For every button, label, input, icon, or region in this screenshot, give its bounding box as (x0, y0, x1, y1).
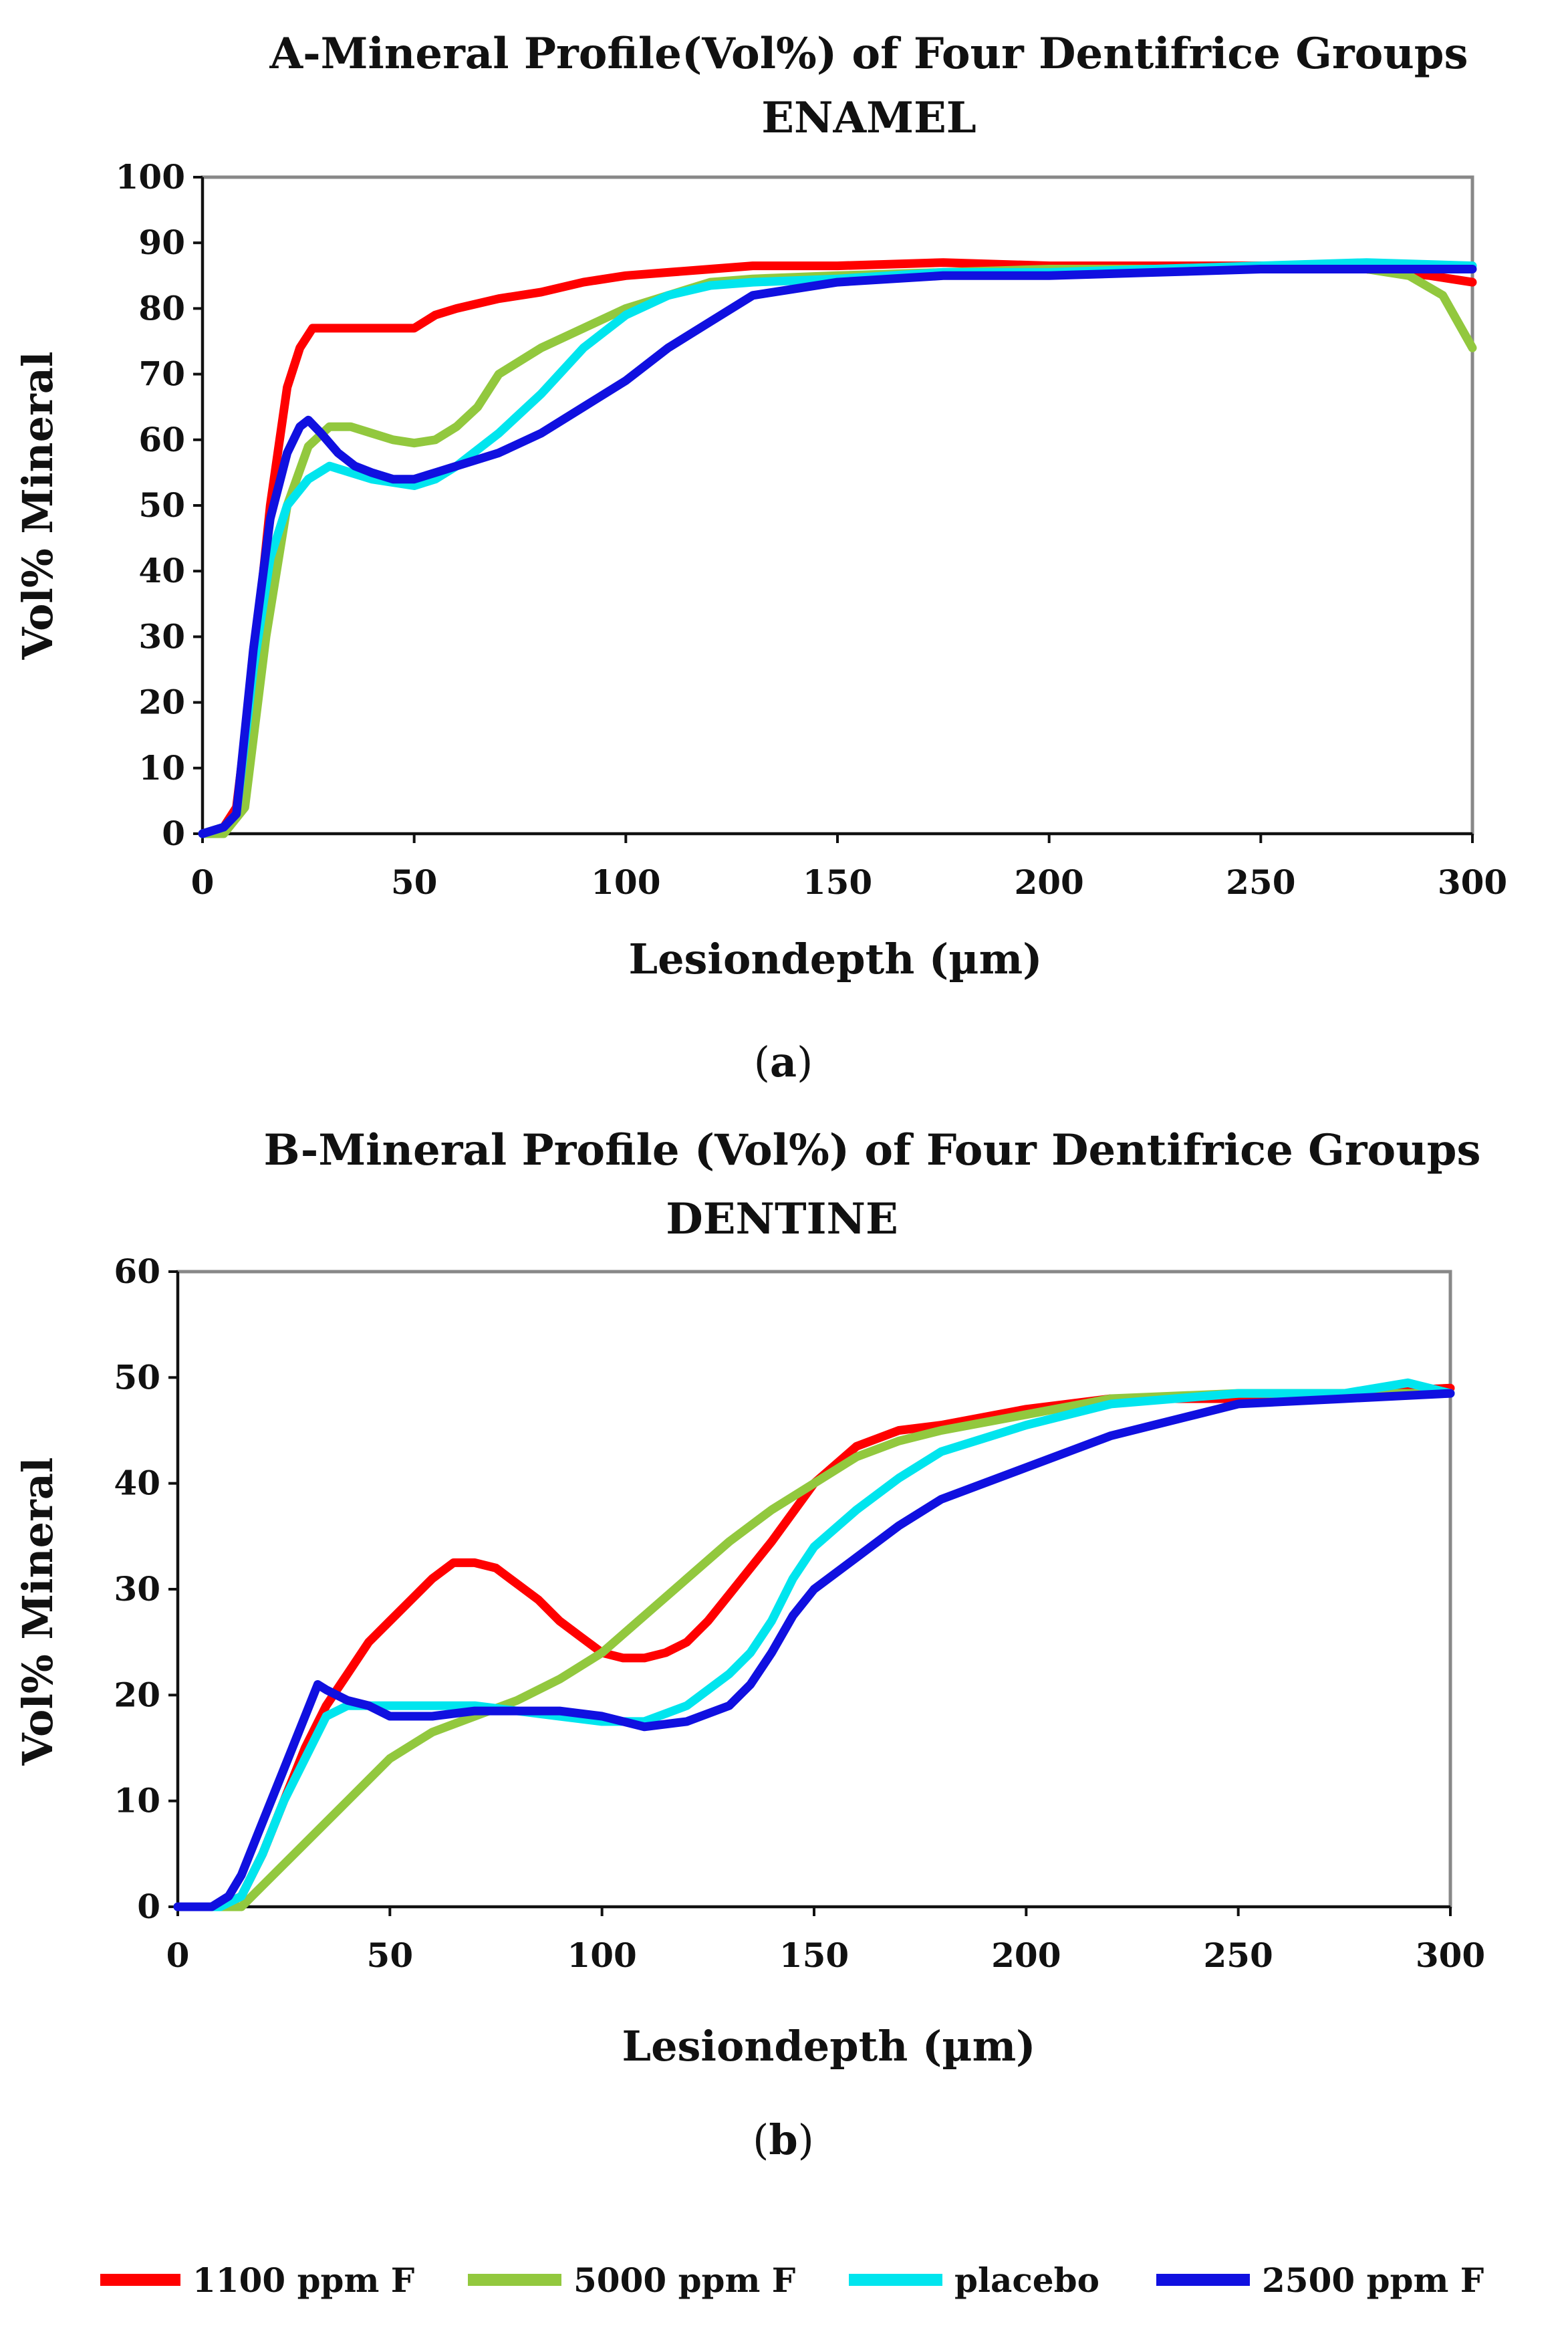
y-tick-label: 0 (137, 1887, 160, 1926)
legend-item-placebo: placebo (849, 2260, 1099, 2300)
y-tick-label: 60 (138, 420, 185, 459)
y-tick-label: 70 (138, 354, 185, 394)
x-tick-label: 50 (367, 1936, 414, 1975)
legend-label-2500: 2500 ppm F (1262, 2260, 1484, 2300)
y-tick-label: 20 (114, 1675, 160, 1714)
chart-b-caption: (b) (753, 2115, 814, 2164)
y-tick-label: 40 (138, 551, 185, 590)
chart-a-series (198, 258, 1477, 838)
x-tick-label: 100 (591, 862, 660, 902)
chart-b-series (173, 1378, 1455, 1911)
x-tick-label: 150 (803, 862, 872, 902)
chart-b-ylabel: Vol% Mineral (13, 1457, 62, 1766)
y-tick-label: 80 (138, 288, 185, 328)
chart-b-caption-letter: b (769, 2115, 797, 2164)
y-tick-label: 30 (138, 616, 185, 656)
series-line-2500-ppm-f (198, 265, 1477, 838)
legend-label-5000: 5000 ppm F (573, 2260, 795, 2300)
chart-a-axes: 0 10 20 30 40 50 60 70 80 90 100 0 50 100 150 200 250 300 (116, 157, 1508, 902)
chart-a: A-Mineral Profile(Vol%) of Four Dentifri… (13, 29, 1507, 1086)
x-tick-label: 50 (391, 862, 438, 902)
x-tick-label: 300 (1438, 862, 1507, 902)
chart-a-caption: (a) (754, 1038, 813, 1086)
legend-item-5000: 5000 ppm F (468, 2260, 795, 2300)
x-tick-label: 0 (191, 862, 215, 902)
x-tick-label: 200 (1014, 862, 1083, 902)
legend-label-placebo: placebo (954, 2260, 1099, 2300)
legend-item-2500: 2500 ppm F (1156, 2260, 1484, 2300)
chart-b-caption-close: ) (798, 2115, 814, 2164)
y-tick-label: 50 (138, 485, 185, 525)
x-tick-label: 250 (1203, 1936, 1273, 1975)
chart-a-caption-letter: a (770, 1038, 797, 1086)
y-tick-label: 90 (138, 223, 185, 262)
chart-b-xlabel: Lesiondepth (µm) (622, 2022, 1035, 2071)
chart-b-caption-open: ( (753, 2115, 769, 2164)
y-tick-label: 20 (138, 683, 185, 722)
chart-b-title: B-Mineral Profile (Vol%) of Four Dentifr… (263, 1125, 1480, 1175)
y-tick-label: 10 (114, 1781, 160, 1821)
chart-b: B-Mineral Profile (Vol%) of Four Dentifr… (13, 1125, 1485, 2164)
chart-a-caption-close: ) (797, 1038, 813, 1086)
chart-a-ylabel: Vol% Mineral (13, 352, 62, 661)
y-tick-label: 30 (114, 1569, 160, 1609)
series-line-placebo (173, 1378, 1455, 1911)
chart-a-subtitle: ENAMEL (761, 93, 976, 143)
x-tick-label: 200 (991, 1936, 1061, 1975)
y-tick-label: 10 (138, 748, 185, 788)
chart-b-subtitle: DENTINE (666, 1194, 898, 1244)
series-line-1100-ppm-f (173, 1383, 1455, 1911)
y-tick-label: 0 (162, 814, 185, 853)
x-tick-label: 250 (1226, 862, 1295, 902)
chart-a-title: A-Mineral Profile(Vol%) of Four Dentifri… (269, 29, 1468, 79)
y-tick-label: 50 (114, 1357, 160, 1397)
x-tick-label: 150 (779, 1936, 849, 1975)
y-tick-label: 60 (114, 1252, 160, 1291)
legend: 1100 ppm F 5000 ppm F placebo 2500 ppm F (100, 2260, 1484, 2300)
x-tick-label: 0 (166, 1936, 190, 1975)
x-tick-label: 300 (1416, 1936, 1485, 1975)
chart-a-caption-open: ( (754, 1038, 770, 1086)
chart-b-axes: 0 10 20 30 40 50 60 0 50 100 150 200 250 300 (114, 1252, 1485, 1975)
y-tick-label: 40 (114, 1464, 160, 1503)
chart-a-xlabel: Lesiondepth (µm) (628, 935, 1042, 983)
series-line-2500-ppm-f (173, 1389, 1455, 1911)
x-tick-label: 100 (567, 1936, 636, 1975)
legend-label-1100: 1100 ppm F (192, 2260, 414, 2300)
legend-item-1100: 1100 ppm F (100, 2260, 414, 2300)
series-line-5000-ppm-f (173, 1389, 1455, 1911)
y-tick-label: 100 (116, 157, 185, 197)
